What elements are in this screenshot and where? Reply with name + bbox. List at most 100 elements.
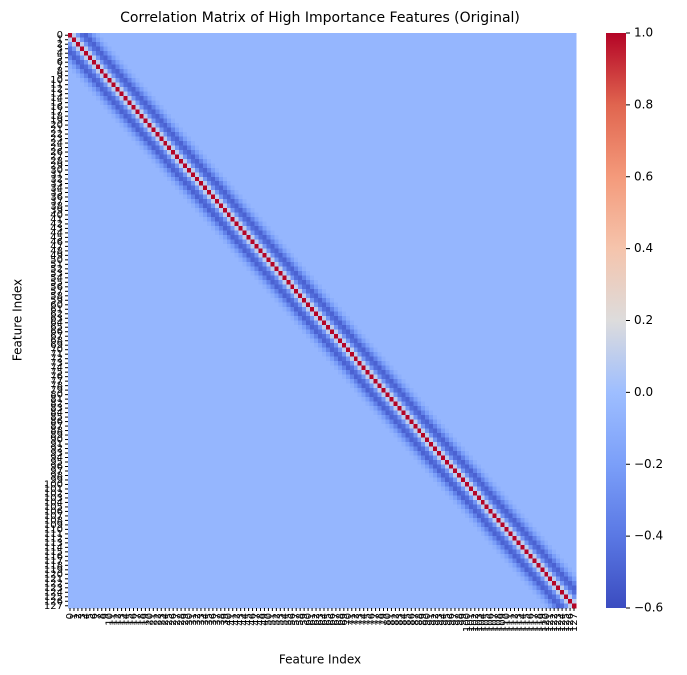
cell xyxy=(274,100,279,106)
cell xyxy=(504,167,509,173)
cell xyxy=(504,104,509,110)
cell xyxy=(151,172,156,178)
cell xyxy=(107,73,112,79)
cell xyxy=(322,136,327,142)
cell xyxy=(445,50,450,56)
cell xyxy=(381,167,386,173)
cell xyxy=(195,64,200,70)
cell xyxy=(417,50,422,56)
cell xyxy=(433,118,438,124)
cell xyxy=(262,33,267,38)
cell xyxy=(441,190,446,196)
cell xyxy=(560,46,565,52)
cell xyxy=(429,68,434,74)
cell xyxy=(516,109,521,115)
cell xyxy=(306,199,311,205)
cell xyxy=(568,131,573,137)
cell xyxy=(198,64,204,70)
cell xyxy=(198,118,204,124)
cell xyxy=(397,82,402,88)
cell xyxy=(151,167,156,173)
cell xyxy=(333,59,339,65)
cell xyxy=(409,37,414,43)
cell xyxy=(532,37,537,43)
cell xyxy=(568,37,573,43)
cell xyxy=(195,55,200,61)
cell xyxy=(187,131,192,137)
cell xyxy=(508,145,513,151)
cell xyxy=(127,113,132,119)
cell xyxy=(298,194,303,200)
cell xyxy=(266,172,271,178)
cell xyxy=(385,131,390,137)
cell xyxy=(103,136,108,142)
cell xyxy=(476,41,482,47)
cell xyxy=(460,122,466,128)
cell xyxy=(250,41,255,47)
cell xyxy=(488,181,493,187)
cell xyxy=(425,199,430,205)
cell xyxy=(369,55,374,61)
cell xyxy=(218,140,224,146)
cell xyxy=(464,104,470,110)
cell xyxy=(397,118,402,124)
cell xyxy=(548,140,553,146)
cell xyxy=(468,91,474,97)
cell xyxy=(206,122,212,128)
cell xyxy=(476,167,482,173)
cell xyxy=(540,194,545,200)
cell xyxy=(226,145,232,151)
cell xyxy=(218,181,224,187)
cell xyxy=(183,145,188,151)
cell xyxy=(191,95,196,101)
cell xyxy=(187,122,192,128)
cell xyxy=(111,136,116,142)
cell xyxy=(68,203,73,209)
cell xyxy=(151,145,156,151)
cell xyxy=(564,131,569,137)
cell xyxy=(171,181,176,187)
cell xyxy=(488,59,493,65)
cell xyxy=(115,46,120,52)
cell xyxy=(230,100,235,106)
cell xyxy=(425,158,430,164)
cell xyxy=(210,82,216,88)
cell xyxy=(452,176,458,182)
cell xyxy=(365,33,370,38)
cell xyxy=(99,163,105,169)
cell xyxy=(91,149,97,155)
cell xyxy=(246,41,251,47)
cell xyxy=(389,77,394,83)
cell xyxy=(266,199,271,205)
cell xyxy=(175,194,180,200)
cell xyxy=(230,113,235,119)
cell xyxy=(202,127,208,133)
cell xyxy=(139,131,144,137)
cell xyxy=(87,68,93,74)
cell xyxy=(548,131,553,137)
cell xyxy=(163,176,168,182)
cell xyxy=(123,33,128,38)
cell xyxy=(187,37,192,43)
cell xyxy=(175,33,180,38)
cell xyxy=(274,203,279,209)
cell xyxy=(329,149,335,155)
cell xyxy=(512,203,517,209)
cell xyxy=(341,100,347,106)
cell xyxy=(171,33,176,38)
cell xyxy=(421,181,426,187)
cell xyxy=(556,149,561,155)
cell xyxy=(556,176,561,182)
cell xyxy=(353,154,359,160)
cell xyxy=(290,176,295,182)
cell xyxy=(560,127,565,133)
cell xyxy=(87,50,93,56)
cell xyxy=(476,37,482,43)
cell xyxy=(111,194,116,200)
cell xyxy=(175,203,180,209)
cell xyxy=(262,77,267,83)
cell xyxy=(409,149,414,155)
cell xyxy=(452,194,458,200)
cell xyxy=(171,86,176,92)
cell xyxy=(68,185,73,191)
